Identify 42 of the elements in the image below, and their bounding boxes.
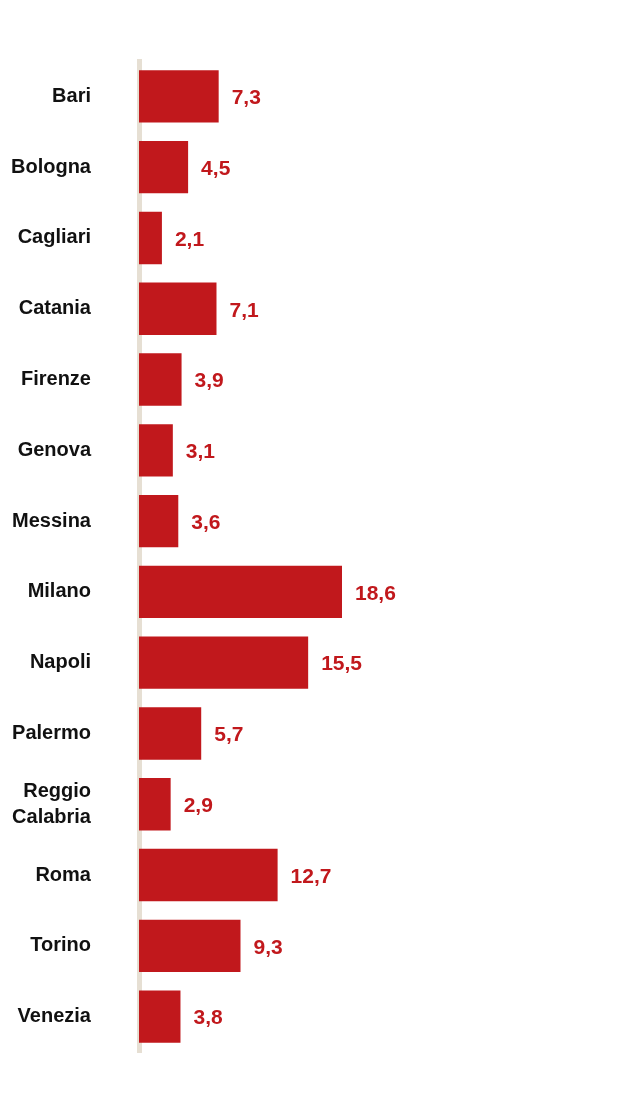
data-label: 2,9 — [183, 793, 213, 817]
bar — [139, 282, 217, 335]
data-label: 9,3 — [253, 934, 283, 958]
data-label: 3,9 — [194, 368, 224, 392]
bar — [139, 778, 171, 831]
data-label: 15,5 — [321, 651, 363, 675]
bar — [139, 919, 241, 973]
y-tick-label: Messina — [12, 508, 92, 531]
bar — [139, 140, 189, 194]
data-label: 3,8 — [193, 1005, 223, 1029]
bar — [139, 353, 182, 406]
y-tick-label: Venezia — [17, 1004, 92, 1027]
data-label: 4,5 — [201, 155, 231, 179]
data-label: 2,1 — [174, 226, 205, 250]
data-label: 18,6 — [355, 580, 396, 604]
bar — [139, 70, 219, 123]
data-label: 5,7 — [214, 722, 244, 746]
y-tick-label: Cagliari — [17, 225, 91, 248]
bar — [139, 565, 342, 619]
bar — [139, 211, 162, 265]
y-tick-label: Firenze — [20, 367, 91, 390]
bar — [139, 707, 202, 760]
y-tick-label: Reggio Calabria — [12, 778, 92, 827]
data-label: 7,3 — [231, 85, 261, 109]
y-tick-label: Napoli — [29, 650, 91, 673]
bar — [139, 494, 179, 548]
data-label: 7,1 — [229, 297, 259, 321]
data-label: 3,1 — [185, 439, 216, 463]
data-label: 3,6 — [191, 509, 221, 533]
y-tick-label: Palermo — [12, 720, 91, 743]
y-tick-label: Milano — [27, 579, 91, 602]
y-tick-label: Roma — [35, 862, 92, 885]
y-tick-label: Bologna — [11, 154, 92, 177]
bar — [139, 636, 309, 689]
y-tick-label: Torino — [30, 933, 91, 956]
bar — [139, 990, 181, 1043]
y-tick-label: Bari — [52, 83, 91, 106]
y-tick-label: Genova — [17, 437, 92, 460]
bar — [139, 424, 173, 477]
bar — [139, 848, 278, 902]
data-label: 12,7 — [290, 863, 332, 887]
y-tick-label: Catania — [18, 296, 92, 319]
